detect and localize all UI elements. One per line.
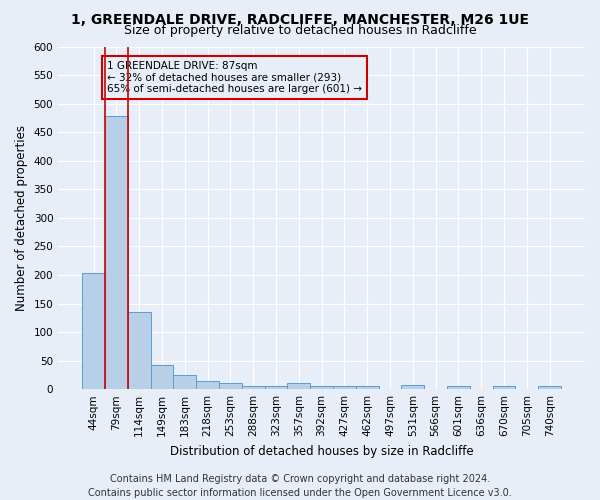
Bar	[151, 364, 173, 389]
Bar	[401, 384, 424, 389]
Bar	[333, 386, 356, 389]
Bar	[265, 386, 287, 389]
Bar	[356, 386, 379, 389]
Bar	[447, 386, 470, 389]
Bar	[538, 386, 561, 389]
Bar	[242, 386, 265, 389]
Text: 1, GREENDALE DRIVE, RADCLIFFE, MANCHESTER, M26 1UE: 1, GREENDALE DRIVE, RADCLIFFE, MANCHESTE…	[71, 12, 529, 26]
Bar	[173, 375, 196, 389]
Text: Contains HM Land Registry data © Crown copyright and database right 2024.
Contai: Contains HM Land Registry data © Crown c…	[88, 474, 512, 498]
Bar	[287, 384, 310, 389]
Bar	[493, 386, 515, 389]
X-axis label: Distribution of detached houses by size in Radcliffe: Distribution of detached houses by size …	[170, 444, 473, 458]
Bar	[196, 380, 219, 389]
Y-axis label: Number of detached properties: Number of detached properties	[15, 125, 28, 311]
Text: 1 GREENDALE DRIVE: 87sqm
← 32% of detached houses are smaller (293)
65% of semi-: 1 GREENDALE DRIVE: 87sqm ← 32% of detach…	[107, 61, 362, 94]
Bar	[105, 116, 128, 389]
Bar	[219, 383, 242, 389]
Text: Size of property relative to detached houses in Radcliffe: Size of property relative to detached ho…	[124, 24, 476, 37]
Bar	[82, 273, 105, 389]
Bar	[128, 312, 151, 389]
Bar	[310, 386, 333, 389]
